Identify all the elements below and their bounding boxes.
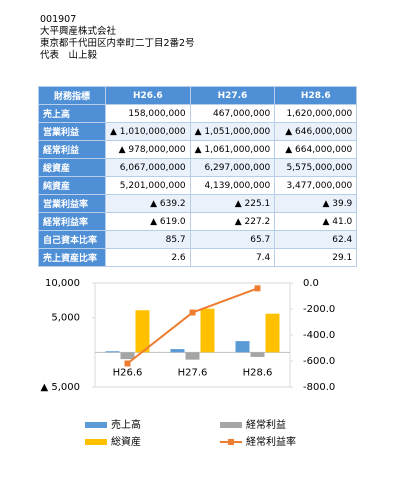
company: 大平興産株式会社: [40, 26, 117, 37]
y2-tick-label: 0.0: [303, 278, 319, 289]
y2-tick-label: -600.0: [303, 356, 335, 367]
column-header: H27.6: [189, 86, 276, 105]
chart: 10,000 5,000 ▲ 5,000 0.0 -200.0 -400.0 -600.0 -…: [41, 278, 336, 448]
cell: ▲ 646,000,000: [274, 122, 358, 141]
row-label: 営業利益: [38, 122, 106, 141]
header-row: 財務指標 H26.6 H27.6 H28.6: [38, 86, 358, 105]
row-label: 売上高: [38, 104, 106, 123]
cell: 7.4: [189, 248, 276, 267]
y2-tick-label: -400.0: [303, 330, 335, 341]
cell: 467,000,000: [189, 104, 276, 123]
cell: 158,000,000: [105, 104, 191, 123]
bar: [170, 349, 185, 353]
cell: 6,297,000,000: [189, 158, 276, 177]
bar: [200, 308, 215, 353]
cell: ▲ 41.0: [274, 212, 358, 231]
cell: 2.6: [105, 248, 191, 267]
cell: ▲ 664,000,000: [274, 140, 358, 159]
cell: 62.4: [274, 230, 358, 249]
cell: 5,201,000,000: [105, 176, 191, 195]
table-row: 経常利益 ▲ 978,000,000 ▲ 1,061,000,000 ▲ 664,00…: [38, 140, 358, 159]
column-header: H26.6: [105, 86, 191, 105]
cell: ▲ 619.0: [105, 212, 191, 231]
financial-table: 財務指標 H26.6 H27.6 H28.6 売上高 158,000,000 467,00…: [38, 86, 358, 267]
cell: ▲ 1,010,000,000: [105, 122, 191, 141]
table-row: 営業利益率 ▲ 639.2 ▲ 225.1 ▲ 39.9: [38, 194, 358, 213]
cell: 6,067,000,000: [105, 158, 191, 177]
cell: 65.7: [189, 230, 276, 249]
cell: ▲ 39.9: [274, 194, 358, 213]
cell: ▲ 1,051,000,000: [189, 122, 276, 141]
bar: [135, 310, 150, 353]
row-label: 自己資本比率: [38, 230, 106, 249]
row-label: 純資産: [38, 176, 106, 195]
line-marker: [124, 360, 131, 367]
cell: 29.1: [274, 248, 358, 267]
cell: ▲ 225.1: [189, 194, 276, 213]
table-row: 総資産 6,067,000,000 6,297,000,000 5,575,000,0…: [38, 158, 358, 177]
address: 東京都千代田区内幸町二丁目2番2号: [40, 38, 195, 49]
x-tick-label: H27.6: [178, 367, 208, 378]
y2-tick-label: -800.0: [303, 382, 335, 393]
bar: [250, 352, 265, 357]
legend-swatch: [85, 422, 107, 428]
legend-label: 売上高: [111, 418, 141, 431]
cell: ▲ 1,061,000,000: [189, 140, 276, 159]
row-label: 売上資産比率: [38, 248, 106, 267]
x-tick-label: H26.6: [113, 367, 143, 378]
table-row: 営業利益 ▲ 1,010,000,000 ▲ 1,051,000,000 ▲ 646,…: [38, 122, 358, 141]
legend-label: 経常利益: [246, 418, 286, 431]
bar: [185, 352, 200, 360]
bar: [105, 351, 120, 353]
cell: 5,575,000,000: [274, 158, 358, 177]
line-marker: [254, 285, 261, 292]
cell: ▲ 978,000,000: [105, 140, 191, 159]
cell: 85.7: [105, 230, 191, 249]
table-row: 売上高 158,000,000 467,000,000 1,620,000,000: [38, 104, 358, 123]
line-marker: [189, 309, 196, 316]
column-header: 財務指標: [38, 86, 106, 105]
bar: [120, 352, 135, 360]
table-row: 経常利益率 ▲ 619.0 ▲ 227.2 ▲ 41.0: [38, 212, 358, 231]
y-tick-label: 10,000: [45, 278, 80, 289]
row-label: 総資産: [38, 158, 106, 177]
legend-label: 経常利益率: [246, 435, 296, 448]
representative: 代表 山上毅: [40, 50, 98, 61]
y2-tick-label: -200.0: [303, 304, 335, 315]
row-label: 経常利益率: [38, 212, 106, 231]
cell: 4,139,000,000: [189, 176, 276, 195]
table-row: 売上資産比率 2.6 7.4 29.1: [38, 248, 358, 267]
x-tick-label: H28.6: [243, 367, 273, 378]
bar: [265, 313, 280, 353]
legend-label: 総資産: [111, 435, 141, 448]
row-label: 経常利益: [38, 140, 106, 159]
cell: ▲ 227.2: [189, 212, 276, 231]
table-row: 自己資本比率 85.7 65.7 62.4: [38, 230, 358, 249]
legend-swatch: [228, 439, 234, 445]
y-tick-label: ▲ 5,000: [41, 382, 81, 393]
legend-swatch: [85, 439, 107, 445]
cell: 1,620,000,000: [274, 104, 358, 123]
cell: 3,477,000,000: [274, 176, 358, 195]
bar: [235, 341, 250, 353]
legend-swatch: [220, 422, 242, 428]
cell: ▲ 639.2: [105, 194, 191, 213]
y-tick-label: 5,000: [51, 313, 80, 324]
row-label: 営業利益率: [38, 194, 106, 213]
code: 001907: [40, 14, 77, 25]
column-header: H28.6: [274, 86, 358, 105]
table-row: 純資産 5,201,000,000 4,139,000,000 3,477,000,0…: [38, 176, 358, 195]
